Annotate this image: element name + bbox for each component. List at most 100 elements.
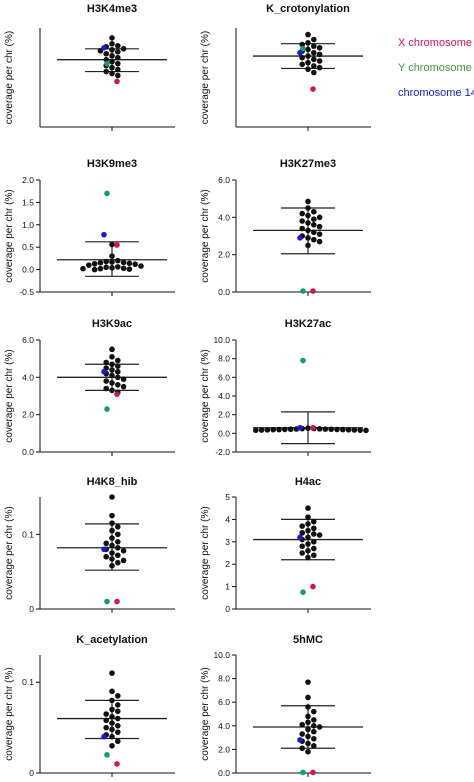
y-tick-label: 4.0: [218, 391, 230, 401]
y-chromosome-point: [104, 598, 110, 605]
y-tick-label: 4: [225, 514, 230, 524]
data-point: [305, 748, 311, 755]
y-tick-label: 6.0: [218, 697, 230, 707]
data-point: [299, 721, 306, 728]
data-point: [109, 58, 115, 65]
data-point: [311, 229, 317, 236]
data-point: [305, 505, 311, 512]
data-point: [109, 380, 115, 386]
data-point: [316, 231, 323, 237]
data-point: [299, 218, 306, 224]
data-point: [109, 259, 115, 265]
data-point: [109, 535, 115, 541]
data-point: [115, 524, 121, 530]
data-point: [115, 374, 121, 381]
data-point: [311, 531, 317, 537]
data-point: [311, 36, 317, 43]
chart-title: H3K27ac: [285, 318, 331, 330]
data-point: [115, 54, 121, 61]
data-point: [109, 733, 115, 740]
y-chromosome-point: [300, 288, 306, 294]
y-tick-label: 5: [225, 492, 230, 502]
legend-y-chromosome: Y chromosome: [398, 62, 472, 74]
data-point: [120, 376, 127, 383]
data-point: [299, 745, 306, 752]
data-point: [115, 368, 121, 375]
data-point: [115, 539, 121, 545]
data-point: [311, 63, 317, 69]
data-point: [299, 54, 306, 61]
y-axis-label: coverage per chr (%): [4, 349, 15, 442]
y-tick-label: -0.5: [19, 287, 34, 297]
data-point: [305, 527, 311, 534]
chart-panel-5hMC: 5hMC coverage per chr (%) 0.0 2.0 4.0 6.0 8.0 1…: [200, 634, 371, 778]
data-point: [305, 220, 311, 226]
data-point: [311, 49, 317, 56]
data-point: [311, 69, 317, 76]
y-tick-label: 2.0: [218, 744, 230, 754]
data-point: [305, 53, 311, 59]
x-chromosome-point: [310, 769, 316, 776]
y-axis-label: coverage per chr (%): [4, 189, 15, 282]
chart-title: K_acetylation: [76, 634, 148, 646]
y-tick-label: 0: [29, 768, 34, 777]
x-chromosome-point: [310, 583, 316, 590]
data-point: [109, 550, 115, 556]
data-point: [109, 372, 115, 379]
data-point: [305, 212, 311, 219]
chromosome-14-point: [297, 424, 303, 431]
y-chromosome-point: [104, 406, 110, 412]
data-point: [299, 210, 306, 217]
y-chromosome-point: [300, 589, 306, 595]
y-tick-label: 4.0: [22, 372, 34, 382]
data-point: [311, 552, 317, 559]
data-point: [115, 264, 121, 270]
y-tick-label: 6.0: [22, 335, 34, 345]
x-chromosome-point: [114, 78, 120, 85]
y-tick-label: 2.0: [218, 250, 230, 260]
y-tick-label: -2.0: [215, 447, 230, 457]
data-point: [103, 385, 109, 392]
data-point: [305, 740, 311, 747]
data-point: [299, 530, 306, 536]
data-point: [109, 52, 115, 59]
y-tick-label: 0: [225, 604, 230, 614]
y-tick-label: 2.0: [22, 410, 34, 420]
data-point: [311, 743, 317, 749]
data-point: [103, 711, 109, 717]
y-tick-label: 1: [225, 582, 230, 592]
x-chromosome-point: [310, 288, 316, 294]
y-tick-label: 1.5: [22, 197, 34, 207]
data-point: [316, 724, 323, 730]
data-point: [109, 512, 115, 519]
chart-panel-H3K27ac: H3K27ac coverage per chr (%) -2.0 0.0 2.0 4.0…: [200, 318, 371, 457]
y-axis-label: coverage per chr (%): [200, 189, 211, 282]
data-point: [311, 222, 317, 228]
x-chromosome-point: [114, 598, 120, 605]
data-point: [115, 723, 121, 729]
data-point: [120, 259, 127, 266]
data-point: [316, 238, 323, 245]
data-point: [109, 542, 115, 549]
y-chromosome-point: [300, 45, 306, 52]
x-chromosome-point: [114, 242, 120, 248]
data-point: [351, 427, 358, 433]
y-tick-label: 8.0: [218, 354, 230, 364]
x-chromosome-point: [114, 391, 120, 397]
data-point: [253, 427, 259, 434]
data-point: [305, 40, 311, 46]
chromosome-14-point: [297, 49, 303, 56]
y-tick-label: 10.0: [213, 335, 230, 345]
data-point: [115, 729, 121, 735]
data-point: [115, 382, 121, 388]
data-point: [316, 214, 323, 221]
data-point: [299, 225, 306, 232]
y-tick-label: 8.0: [218, 674, 230, 684]
data-point: [86, 262, 92, 268]
y-tick-label: 6.0: [218, 372, 230, 382]
data-point: [311, 236, 317, 243]
data-point: [109, 706, 115, 713]
y-axis-label: coverage per chr (%): [4, 506, 15, 599]
y-axis-label: coverage per chr (%): [4, 31, 15, 124]
data-point: [103, 264, 109, 271]
